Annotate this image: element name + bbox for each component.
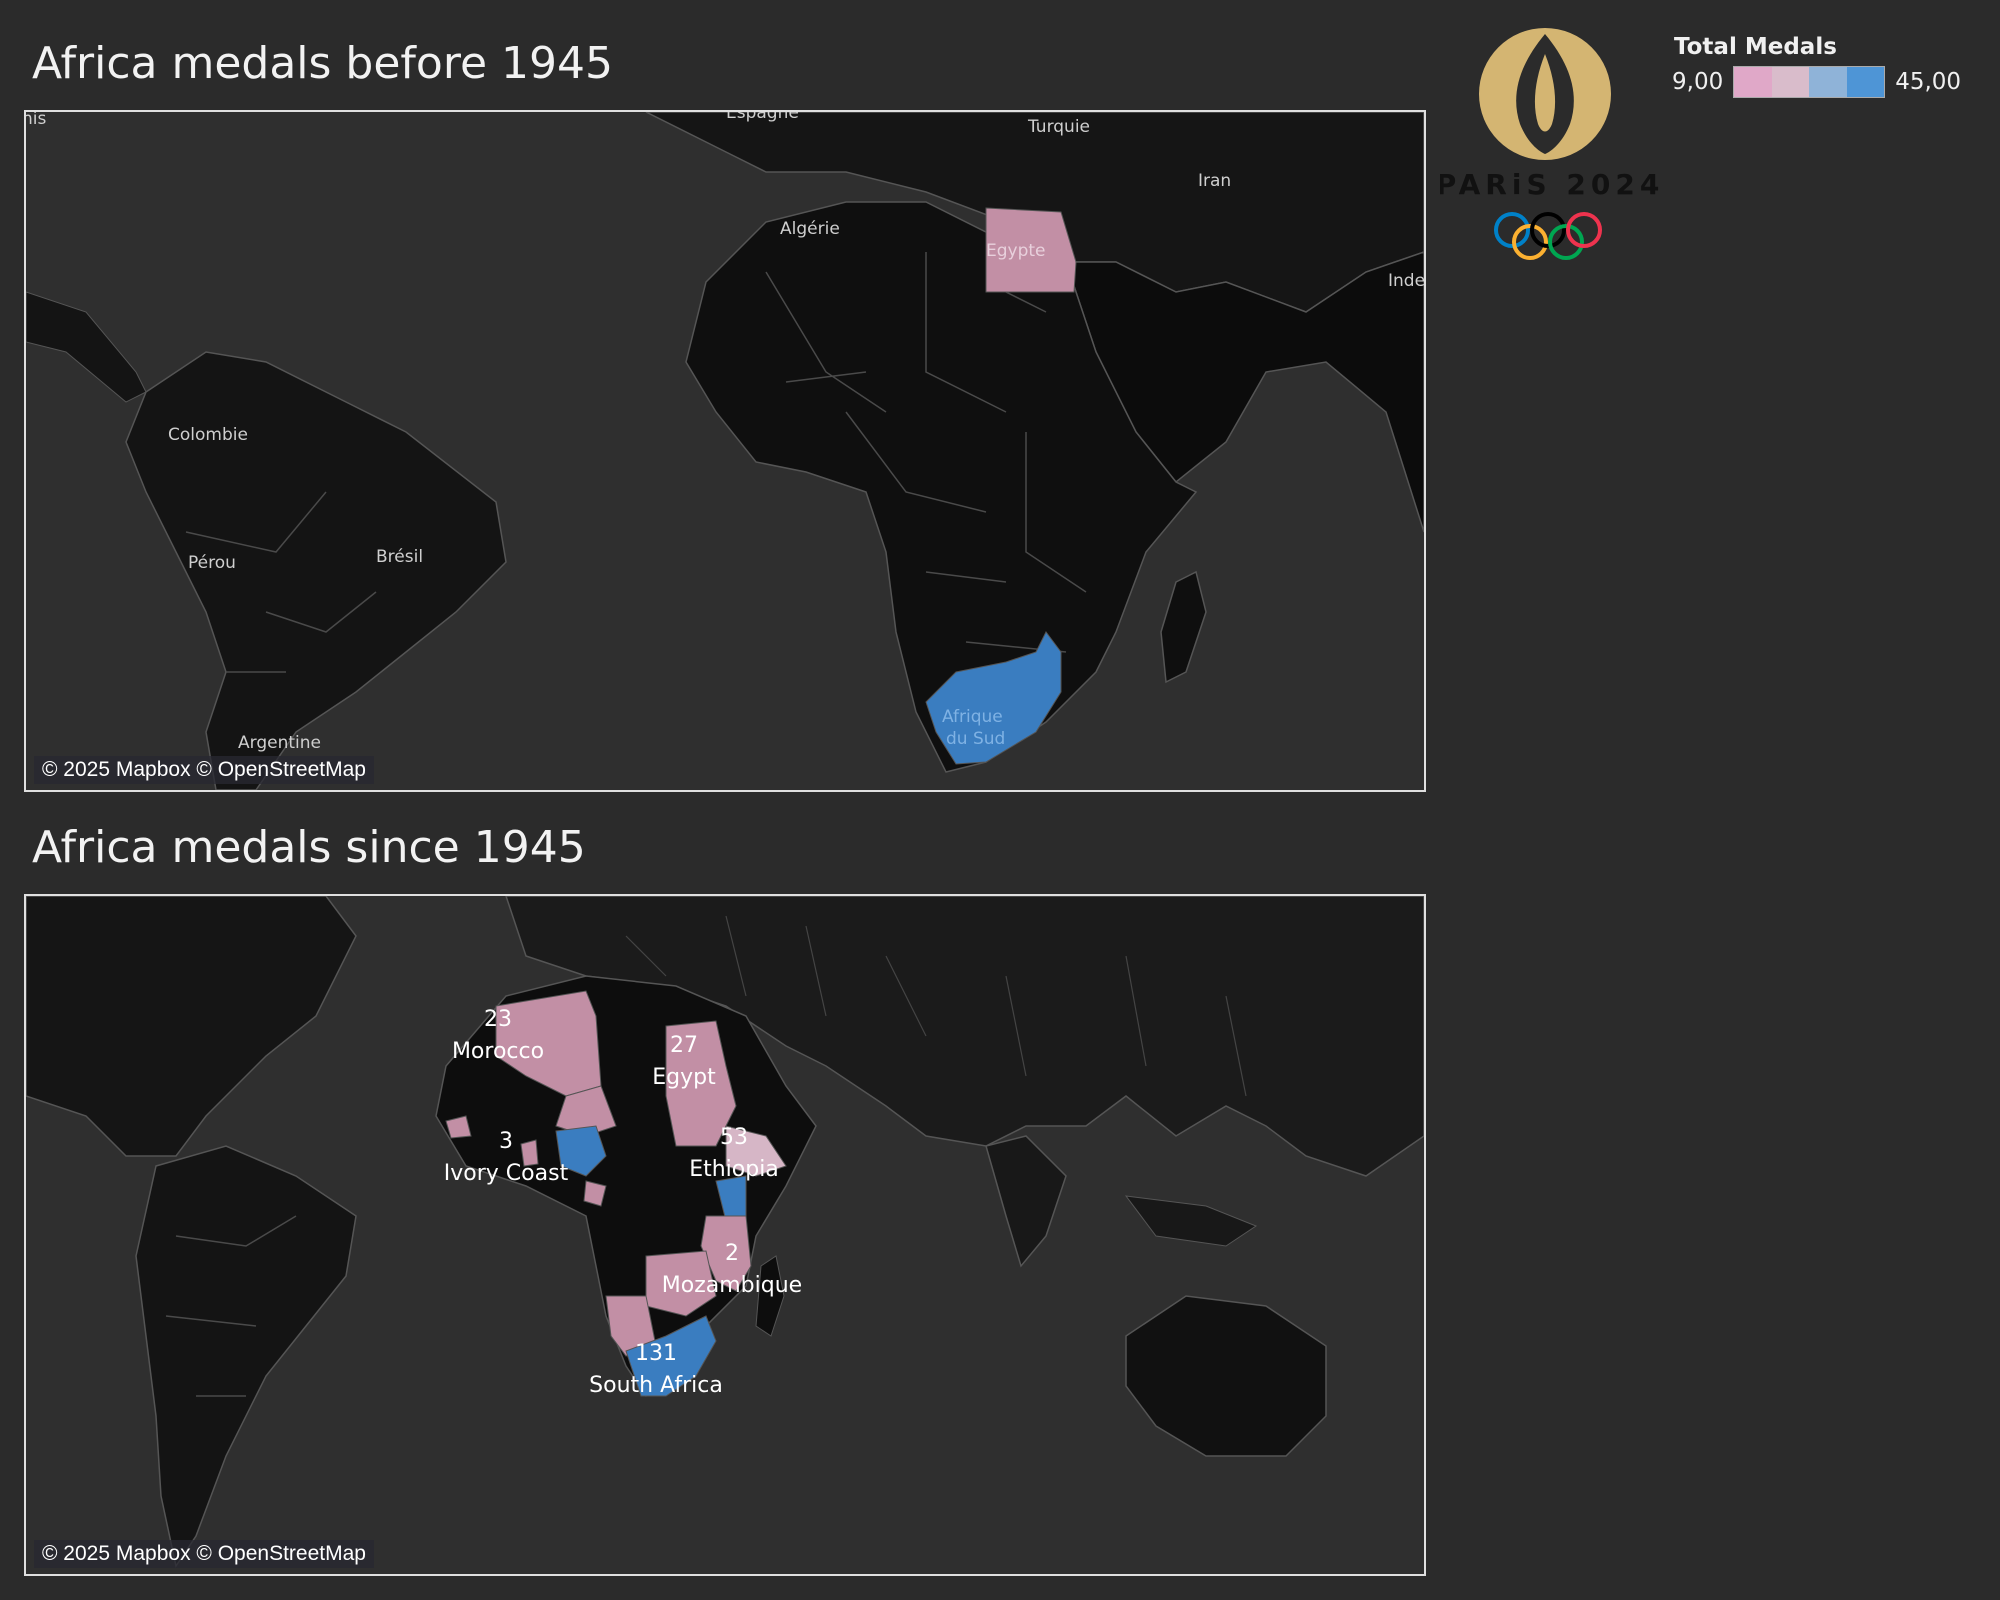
value-egypt: 27 (670, 1033, 698, 1058)
value-mozambique: 2 (725, 1241, 739, 1266)
olympic-rings-icon (1494, 212, 1602, 260)
legend-swatch (1846, 67, 1885, 97)
label-du-sud: du Sud (946, 729, 1005, 749)
value-south-africa: 131 (635, 1341, 677, 1366)
name-mozambique: Mozambique (662, 1273, 802, 1298)
name-egypt: Egypt (652, 1065, 716, 1090)
name-morocco: Morocco (452, 1039, 544, 1064)
legend-gradient (1733, 66, 1886, 98)
legend-swatch (1734, 67, 1772, 97)
legend-title: Total Medals (1674, 34, 1837, 60)
name-ivory-coast: Ivory Coast (444, 1161, 569, 1186)
logo-wordmark: PARiS 2024 (1440, 168, 1660, 201)
label-turquie: Turquie (1027, 117, 1090, 137)
name-south-africa: South Africa (589, 1373, 723, 1398)
label-espagne: Espagne (726, 112, 799, 123)
label-argentine: Argentine (238, 733, 321, 753)
label-perou: Pérou (188, 553, 236, 573)
legend-swatch (1771, 67, 1810, 97)
bottom-map-title: Africa medals since 1945 (32, 822, 586, 873)
label-nis: nis (26, 112, 46, 129)
map-attribution[interactable]: © 2025 Mapbox © OpenStreetMap (34, 756, 374, 784)
label-egypte: Egypte (986, 241, 1046, 261)
legend-row: 9,00 45,00 (1672, 66, 1961, 98)
name-ethiopia: Ethiopia (689, 1157, 779, 1182)
label-algerie: Algérie (780, 219, 840, 239)
top-map-canvas: nis Espagne Turquie Iran Algérie Inde Co… (26, 112, 1424, 790)
bottom-map[interactable]: 23 Morocco 27 Egypt 53 Ethiopia 3 Ivory … (24, 894, 1426, 1576)
legend-min: 9,00 (1672, 69, 1724, 95)
top-map[interactable]: nis Espagne Turquie Iran Algérie Inde Co… (24, 110, 1426, 792)
label-afrique: Afrique (942, 707, 1003, 727)
map-attribution-bottom[interactable]: © 2025 Mapbox © OpenStreetMap (34, 1540, 374, 1568)
top-map-title: Africa medals before 1945 (32, 38, 614, 89)
value-ethiopia: 53 (720, 1125, 748, 1150)
label-bresil: Brésil (376, 547, 423, 567)
legend-swatch (1809, 67, 1847, 97)
legend-max: 45,00 (1895, 69, 1962, 95)
label-inde: Inde (1388, 271, 1424, 291)
color-legend[interactable]: Total Medals 9,00 45,00 (1672, 34, 1961, 98)
value-morocco: 23 (484, 1007, 512, 1032)
bottom-map-canvas: 23 Morocco 27 Egypt 53 Ethiopia 3 Ivory … (26, 896, 1424, 1568)
paris-2024-logo: PARiS 2024 (1440, 28, 1660, 260)
value-ivory-coast: 3 (499, 1129, 513, 1154)
label-iran: Iran (1198, 171, 1231, 191)
label-colombie: Colombie (168, 425, 248, 445)
